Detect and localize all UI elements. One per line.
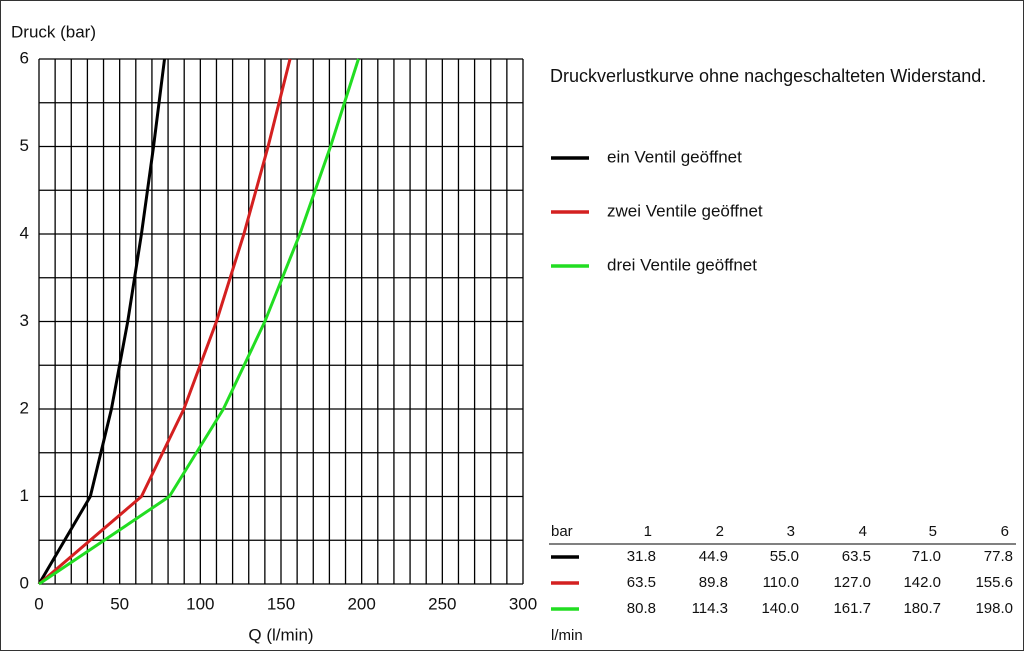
legend-label: drei Ventile geöffnet bbox=[607, 255, 757, 274]
x-tick-label: 300 bbox=[509, 594, 537, 613]
legend-title: Druckverlustkurve ohne nachgeschalteten … bbox=[550, 66, 987, 86]
x-tick-label: 50 bbox=[110, 594, 129, 613]
y-tick-label: 2 bbox=[20, 398, 29, 417]
series-line bbox=[38, 58, 292, 586]
table-cell: 80.8 bbox=[627, 600, 656, 617]
series-line bbox=[38, 58, 360, 586]
legend-label: zwei Ventile geöffnet bbox=[607, 201, 763, 220]
table-column-header: 6 bbox=[1001, 523, 1009, 540]
legend-label: ein Ventil geöffnet bbox=[607, 147, 742, 166]
table-column-header: 5 bbox=[929, 523, 937, 540]
y-axis-label: Druck (bar) bbox=[11, 22, 96, 41]
y-tick-label: 5 bbox=[20, 136, 29, 155]
table-unit: l/min bbox=[551, 627, 583, 644]
y-tick-label: 1 bbox=[20, 486, 29, 505]
x-tick-label: 200 bbox=[347, 594, 375, 613]
table-cell: 31.8 bbox=[627, 548, 656, 565]
table-cell: 89.8 bbox=[699, 574, 728, 591]
table-cell: 198.0 bbox=[975, 600, 1013, 617]
table-column-header: 1 bbox=[644, 523, 652, 540]
table-cell: 140.0 bbox=[761, 600, 799, 617]
x-tick-label: 150 bbox=[267, 594, 295, 613]
x-tick-label: 100 bbox=[186, 594, 214, 613]
table-cell: 142.0 bbox=[903, 574, 941, 591]
table-cell: 127.0 bbox=[833, 574, 871, 591]
table-column-header: 2 bbox=[716, 523, 724, 540]
table-column-header: 3 bbox=[787, 523, 795, 540]
table-cell: 180.7 bbox=[903, 600, 941, 617]
table-cell: 114.3 bbox=[692, 600, 728, 617]
table-cell: 77.8 bbox=[984, 548, 1013, 565]
x-tick-label: 0 bbox=[34, 594, 43, 613]
y-tick-label: 6 bbox=[20, 48, 29, 67]
x-axis-label: Q (l/min) bbox=[248, 625, 313, 644]
table-header: bar bbox=[551, 523, 573, 540]
table-cell: 44.9 bbox=[699, 548, 728, 565]
table-cell: 71.0 bbox=[912, 548, 941, 565]
y-tick-label: 3 bbox=[20, 311, 29, 330]
table-cell: 63.5 bbox=[627, 574, 656, 591]
table-column-header: 4 bbox=[859, 523, 867, 540]
table-cell: 63.5 bbox=[842, 548, 871, 565]
table-cell: 110.0 bbox=[763, 574, 799, 591]
x-tick-label: 250 bbox=[428, 594, 456, 613]
y-tick-label: 4 bbox=[20, 223, 29, 242]
table-cell: 161.7 bbox=[833, 600, 871, 617]
y-tick-label: 0 bbox=[20, 573, 29, 592]
table-cell: 55.0 bbox=[770, 548, 799, 565]
series-line bbox=[37, 58, 167, 585]
table-cell: 155.6 bbox=[975, 574, 1013, 591]
